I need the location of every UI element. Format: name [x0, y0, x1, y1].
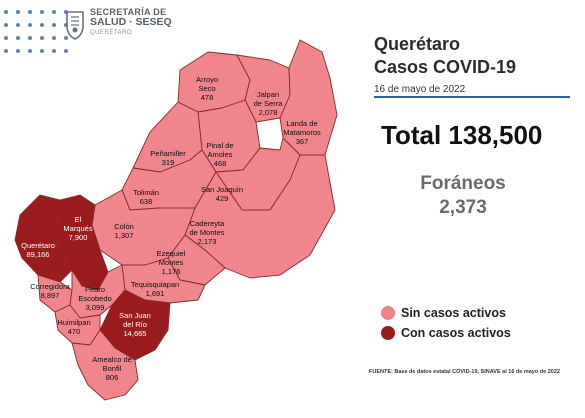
label-pedro-escobedo: Pedro Escobedo 3,099	[78, 285, 111, 312]
foreign-cases-label: Foráneos	[420, 173, 506, 194]
decorative-dot-grid	[4, 10, 68, 62]
label-amealco-de-bonfil: Amealco de Bonfil 806	[92, 355, 132, 382]
label-huimilpan: Huimilpan 470	[57, 318, 90, 336]
label-colon: Colón 1,307	[114, 222, 134, 240]
legend-item-active: Con casos activos	[381, 326, 511, 340]
label-corregidora: Corregidora 8,897	[30, 282, 70, 300]
municipality-landa-de-matamoros	[279, 39, 338, 156]
label-san-joaquin: San Joaquín 429	[201, 185, 243, 203]
label-arroyo-seco: Arroyo Seco 478	[196, 75, 218, 102]
total-cases: Total 138,500	[381, 120, 543, 150]
label-tequisquiapan: Tequisquiapan 1,691	[131, 280, 179, 298]
logo-line-2: SALUD · SESEQ	[90, 16, 172, 29]
foreign-cases-value: 2,373	[439, 196, 487, 218]
title-line-2: Casos COVID-19	[374, 56, 517, 77]
title-line-1: Querétaro	[374, 34, 461, 54]
legend-item-inactive: Sin casos activos	[381, 306, 511, 320]
municipality-amealco-de-bonfil	[71, 329, 139, 401]
logo-line-3: QUERÉTARO	[90, 30, 133, 37]
report-date: 16 de mayo de 2022	[374, 84, 466, 95]
label-penamiller: Peñamiller 319	[150, 149, 186, 167]
map-legend: Sin casos activos Con casos activos	[381, 306, 511, 346]
data-source-note: FUENTE: Base de datos estatal COVID-19, …	[369, 369, 560, 375]
label-jalpan-de-serra: Jalpan de Serra 2,078	[254, 90, 284, 117]
logo-line-1: SECRETARÍA DE	[90, 7, 167, 17]
label-pinal-de-amoles: Pinal de Amoles 468	[206, 141, 233, 168]
label-cadereyta-de-montes: Cadereyta de Montes 2,173	[189, 219, 225, 246]
label-landa-de-matamoros: Landa de Matamoros 367	[283, 119, 321, 146]
title-divider	[374, 96, 570, 98]
label-san-juan-del-rio: San Juan del Río 14,665	[119, 311, 151, 338]
legend-label-inactive: Sin casos activos	[401, 306, 506, 320]
legend-swatch-inactive	[381, 306, 395, 320]
label-queretaro: Querétaro 89,166	[21, 241, 55, 259]
page-title: Querétaro Casos COVID-19	[374, 33, 516, 78]
foreign-cases: Foráneos 2,373	[398, 172, 528, 220]
label-ezequiel-montes: Ezequiel Montes 1,176	[157, 249, 186, 276]
legend-label-active: Con casos activos	[401, 326, 511, 340]
label-toliman: Tolimán 638	[133, 188, 159, 206]
state-seal-icon	[66, 11, 84, 40]
legend-swatch-active	[381, 326, 395, 340]
seseq-logo: SECRETARÍA DE SALUD · SESEQ QUERÉTARO	[64, 7, 172, 42]
label-el-marques: El Marqués 7,900	[63, 215, 92, 242]
